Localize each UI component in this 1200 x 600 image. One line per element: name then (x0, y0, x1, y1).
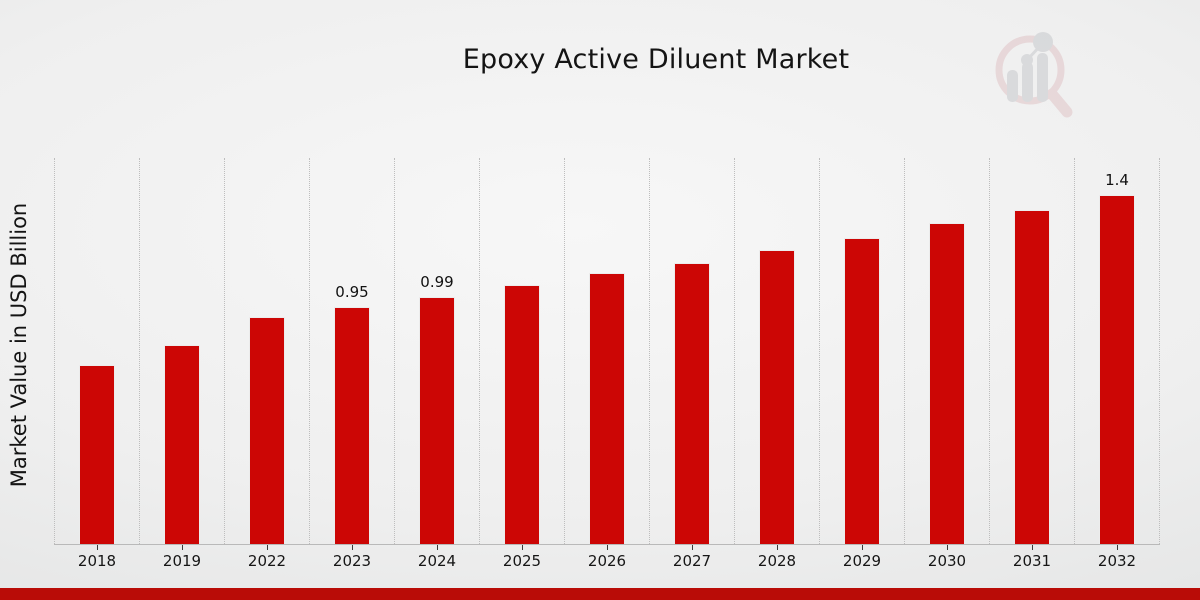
x-tick-label: 2028 (757, 552, 797, 570)
magnifier-bar-chart-logo-icon (995, 32, 1073, 118)
bar (1014, 210, 1050, 544)
bar (504, 285, 540, 544)
x-tick-label: 2024 (417, 552, 457, 570)
x-axis-tick (1032, 545, 1033, 550)
bar (759, 250, 795, 544)
x-tick-label: 2026 (587, 552, 627, 570)
x-axis-tick (947, 545, 948, 550)
bar-chart-glyph (1007, 32, 1053, 102)
x-tick-label: 2027 (672, 552, 712, 570)
category-cell: 2030 (904, 158, 989, 570)
x-axis-tick (607, 545, 608, 550)
x-tick-label: 2023 (332, 552, 372, 570)
bar (674, 263, 710, 544)
bar (419, 297, 455, 544)
x-axis-tick (777, 545, 778, 550)
category-cell: 0.95 2023 (309, 158, 394, 570)
category-cell: 2027 (649, 158, 734, 570)
x-tick-label: 2018 (77, 552, 117, 570)
x-axis-tick (182, 545, 183, 550)
x-axis-tick (352, 545, 353, 550)
x-axis-tick (267, 545, 268, 550)
chart-title: Epoxy Active Diluent Market (462, 44, 850, 75)
bar (589, 273, 625, 544)
x-tick-label: 2025 (502, 552, 542, 570)
footer-stripe (0, 588, 1200, 600)
bar-value-label: 0.99 (420, 273, 454, 291)
category-cell: 2026 (564, 158, 649, 570)
category-cell: 2029 (819, 158, 904, 570)
x-tick-label: 2031 (1012, 552, 1052, 570)
x-axis-tick (692, 545, 693, 550)
y-axis-label: Market Value in USD Billion (7, 202, 31, 488)
bar-value-label: 1.4 (1105, 171, 1129, 189)
category-cell: 2025 (479, 158, 564, 570)
category-cell: 0.99 2024 (394, 158, 479, 570)
x-tick-label: 2032 (1097, 552, 1137, 570)
x-tick-label: 2029 (842, 552, 882, 570)
x-axis-tick (437, 545, 438, 550)
plot-area: 2018 2019 2022 0.95 2023 0.99 2024 2025 2026 2027… (54, 158, 1160, 570)
bar (334, 307, 370, 544)
category-cell: 2022 (224, 158, 309, 570)
x-axis-tick (1117, 545, 1118, 550)
x-tick-label: 2022 (247, 552, 287, 570)
x-tick-label: 2030 (927, 552, 967, 570)
category-cell: 2031 (989, 158, 1074, 570)
bar (79, 365, 115, 544)
category-cell: 2019 (139, 158, 224, 570)
category-cell: 2018 (54, 158, 139, 570)
category-cell: 2028 (734, 158, 819, 570)
x-axis-tick (862, 545, 863, 550)
bar (844, 238, 880, 544)
category-cell: 1.4 2032 (1074, 158, 1160, 570)
x-axis-tick (522, 545, 523, 550)
bar-value-label: 0.95 (335, 283, 369, 301)
bar (164, 345, 200, 544)
bar (249, 317, 285, 544)
bar (929, 223, 965, 544)
x-tick-label: 2019 (162, 552, 202, 570)
x-axis-tick (97, 545, 98, 550)
bar (1099, 195, 1135, 544)
